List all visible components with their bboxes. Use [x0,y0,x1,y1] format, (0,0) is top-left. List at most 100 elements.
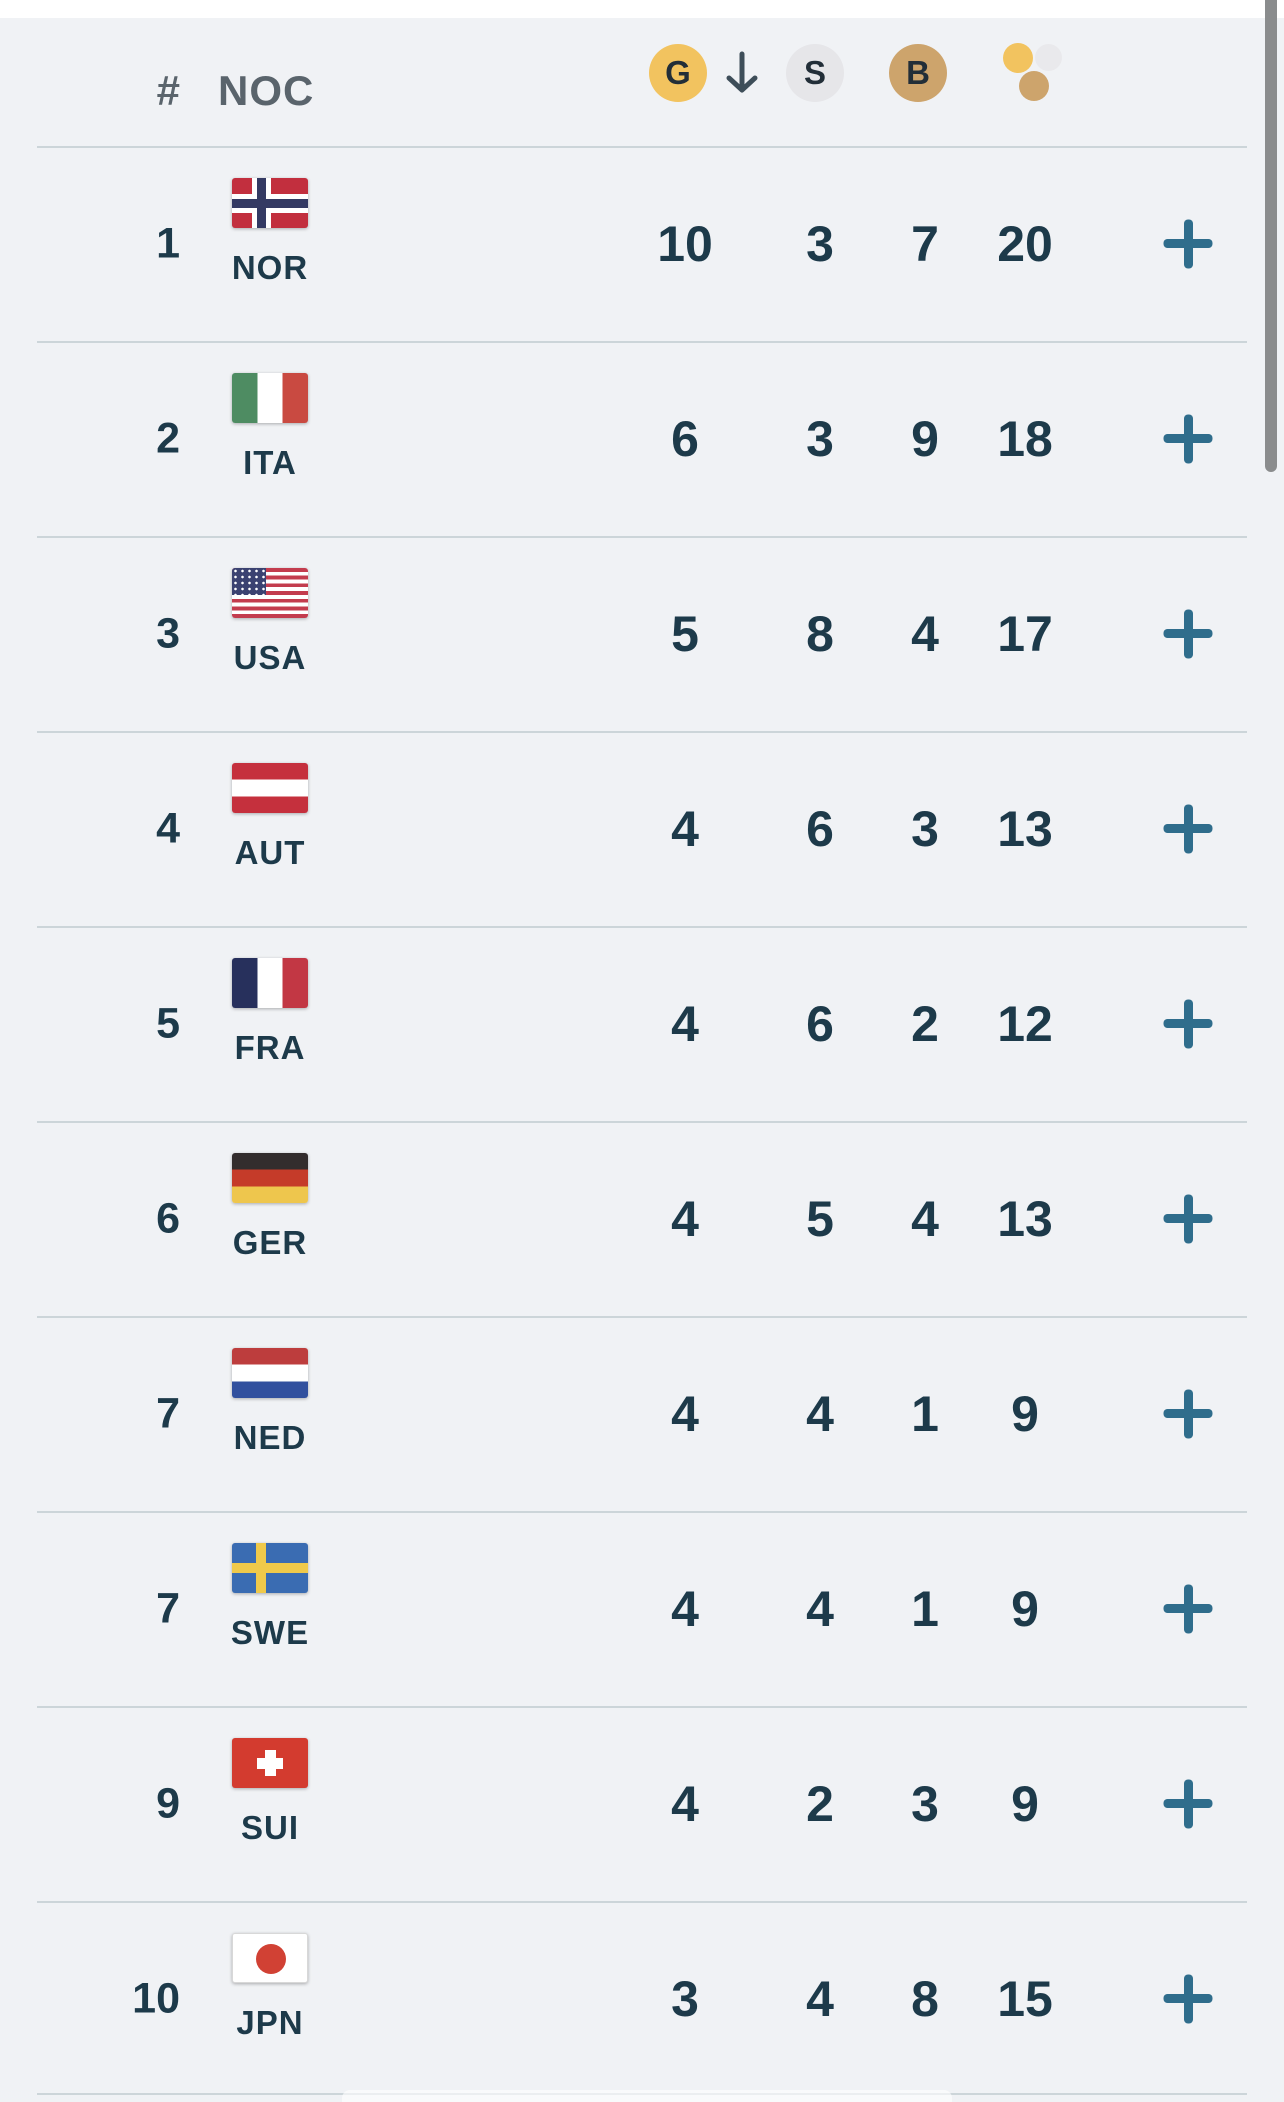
silver-column-label: S [803,54,826,91]
bronze-count: 8 [911,1970,939,2027]
total-count: 20 [997,215,1053,272]
bottom-sheet-hint [342,2090,952,2102]
noc-code: SUI [240,1809,299,1846]
country-flag-ita [232,373,308,423]
noc-code: SWE [230,1614,310,1651]
table-row[interactable]: 2 ITA 6 3 9 18 [0,341,1284,536]
country-flag-usa [232,568,308,618]
expand-row-button[interactable] [1163,609,1213,658]
total-count: 13 [997,800,1053,857]
expand-row-button[interactable] [1163,219,1213,268]
total-sort-button[interactable] [1002,42,1066,104]
expand-row-button[interactable] [1163,1974,1213,2023]
rank-value: 6 [156,1194,180,1242]
plus-icon [1183,1389,1193,1438]
gold-count: 4 [671,1385,699,1442]
noc-code: GER [232,1224,308,1261]
silver-count: 4 [806,1970,834,2027]
plus-icon [1183,219,1193,268]
silver-count: 3 [806,410,834,467]
plus-icon [1183,609,1193,658]
silver-count: 2 [806,1775,834,1832]
bronze-count: 4 [911,1190,939,1247]
bronze-medal-dot-icon [1019,71,1049,101]
bronze-sort-button[interactable]: B [889,44,947,102]
bronze-count: 1 [911,1385,939,1442]
table-row[interactable]: 6 GER 4 5 4 13 [0,1121,1284,1316]
noc-code: USA [233,639,307,676]
rank-value: 7 [156,1584,180,1632]
noc-column-header: NOC [218,67,315,114]
table-row[interactable]: 5 FRA 4 6 2 12 [0,926,1284,1121]
expand-row-button[interactable] [1163,1389,1213,1438]
expand-row-button[interactable] [1163,999,1213,1048]
expand-row-button[interactable] [1163,1779,1213,1828]
silver-count: 8 [806,605,834,662]
rank-value: 7 [156,1389,180,1437]
noc-code: ITA [243,444,297,481]
plus-icon [1183,414,1193,463]
country-cell: NOR [232,178,308,287]
country-flag-jpn [232,1933,308,1983]
table-row[interactable]: 7 SWE 4 4 1 9 [0,1511,1284,1706]
noc-code: JPN [236,2004,304,2041]
silver-sort-button[interactable]: S [786,44,844,102]
gold-count: 4 [671,995,699,1052]
rank-value: 10 [132,1974,180,2022]
plus-icon [1183,1974,1193,2023]
country-cell: SWE [230,1543,310,1652]
silver-count: 6 [806,995,834,1052]
rank-value: 4 [156,804,180,852]
table-row[interactable]: 4 AUT 4 6 3 13 [0,731,1284,926]
bronze-count: 2 [911,995,939,1052]
rank-value: 1 [156,219,180,267]
top-strip [0,0,1284,18]
gold-medal-dot-icon [1003,43,1033,73]
total-count: 15 [997,1970,1053,2027]
silver-medal-dot-icon [1035,44,1062,71]
bronze-count: 9 [911,410,939,467]
plus-icon [1183,1779,1193,1828]
noc-code: NOR [231,249,309,286]
table-row[interactable]: 10 JPN 3 4 8 15 [0,1901,1284,2096]
scrollbar-thumb[interactable] [1265,0,1277,472]
bronze-count: 3 [911,800,939,857]
gold-count: 4 [671,1190,699,1247]
expand-row-button[interactable] [1163,804,1213,853]
expand-row-button[interactable] [1163,1584,1213,1633]
rank-column-header: # [156,67,181,114]
table-row[interactable]: 7 NED 4 4 1 9 [0,1316,1284,1511]
country-cell: SUI [232,1738,308,1847]
silver-count: 5 [806,1190,834,1247]
gold-count: 3 [671,1970,699,2027]
rank-value: 9 [156,1779,180,1827]
expand-row-button[interactable] [1163,1194,1213,1243]
country-cell: GER [232,1153,308,1262]
country-flag-sui [232,1738,308,1788]
table-row[interactable]: 9 SUI 4 2 3 9 [0,1706,1284,1901]
plus-icon [1183,999,1193,1048]
total-count: 9 [1011,1385,1039,1442]
country-flag-ned [232,1348,308,1398]
country-cell: NED [232,1348,308,1457]
gold-count: 6 [671,410,699,467]
country-cell: JPN [232,1933,308,2042]
table-row[interactable]: 3 USA 5 8 4 17 [0,536,1284,731]
total-count: 9 [1011,1775,1039,1832]
gold-count: 4 [671,1775,699,1832]
noc-code: NED [233,1419,307,1456]
total-count: 13 [997,1190,1053,1247]
gold-column-label: G [665,54,691,91]
sort-descending-icon [720,49,764,97]
country-flag-nor [232,178,308,228]
bronze-count: 7 [911,215,939,272]
country-flag-swe [232,1543,308,1593]
gold-count: 4 [671,800,699,857]
table-row[interactable]: 1 NOR 10 3 7 20 [0,146,1284,341]
silver-count: 4 [806,1580,834,1637]
gold-sort-button[interactable]: G [649,44,707,102]
noc-code: AUT [234,834,306,871]
expand-row-button[interactable] [1163,414,1213,463]
bronze-count: 1 [911,1580,939,1637]
silver-count: 4 [806,1385,834,1442]
